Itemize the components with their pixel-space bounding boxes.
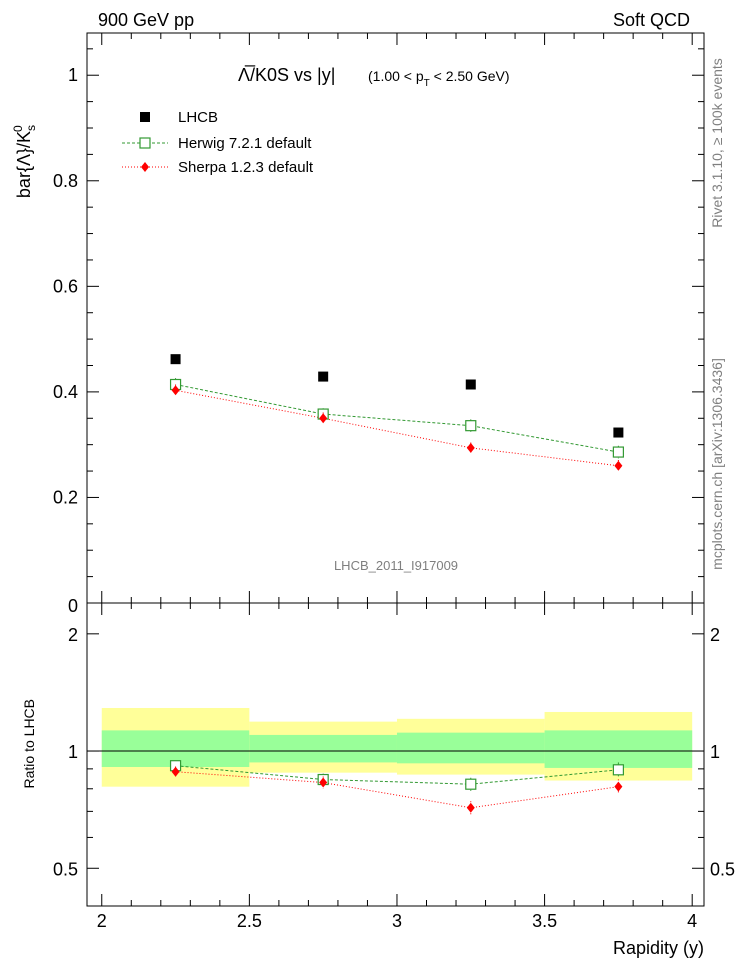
main-marks — [169, 354, 624, 472]
main-ylabel-text: bar{Λ}/K — [14, 131, 34, 198]
ratio-sherpa-point — [466, 802, 475, 813]
main-ytick-label: 0.2 — [53, 487, 78, 507]
ratio-sherpa-point — [614, 781, 623, 792]
ratio-sherpa-point — [319, 777, 328, 788]
lhcb-point — [465, 379, 476, 390]
main-ytick-label: 1 — [68, 65, 78, 85]
legend-label-lhcb: LHCB — [178, 109, 218, 126]
legend-marker-herwig — [139, 137, 151, 149]
main-ytick-label: 0.4 — [53, 382, 78, 402]
ratio-ytick-label-right: 0.5 — [710, 859, 735, 879]
lhcb-point — [613, 427, 624, 438]
main-ylabel-sup: 0 — [11, 125, 25, 132]
rivet-label: Rivet 3.1.10, ≥ 100k events — [709, 58, 725, 228]
ratio-band-stat — [544, 730, 693, 768]
main-bottom-cut-label: 0 — [68, 596, 78, 616]
ratio-ytick-label-right: 2 — [710, 625, 720, 645]
ratio-band-stat — [249, 734, 397, 763]
xtick-labels: 2 2.5 3 3.5 4 — [97, 911, 697, 931]
lhcb-point — [170, 354, 181, 365]
ratio-frame — [86, 602, 705, 907]
sherpa-point — [171, 385, 180, 396]
sherpa-point — [466, 442, 475, 453]
ratio-ytick-labels: 0.5 0.5 1 1 2 2 — [53, 625, 735, 879]
legend-label-herwig: Herwig 7.2.1 default — [178, 135, 312, 152]
herwig-line — [175, 384, 619, 453]
xtick-label: 3 — [392, 911, 402, 931]
analysis-label: LHCB_2011_I917009 — [334, 558, 458, 573]
ratio-ticks — [87, 603, 704, 907]
ratio-herwig-point — [465, 778, 477, 790]
herwig-point — [465, 420, 477, 432]
main-ylabel: bar{Λ}/Ks0 — [11, 125, 38, 198]
ratio-ytick-label-left: 1 — [68, 742, 78, 762]
sherpa-point — [319, 413, 328, 424]
xlabel: Rapidity (y) — [613, 938, 704, 958]
legend: LHCB Herwig 7.2.1 default Sherpa 1.2.3 d… — [122, 109, 314, 176]
ratio-sherpa-line — [175, 771, 619, 809]
main-ytick-label: 0.6 — [53, 276, 78, 296]
lhcb-point — [318, 371, 329, 382]
legend-marker-lhcb — [140, 112, 150, 122]
ratio-panel: 0.5 0.5 1 1 2 2 2 2.5 3 3.5 4 Ratio to LHCB Rapid… — [21, 602, 735, 958]
ratio-ytick-label-left: 0.5 — [53, 859, 78, 879]
sherpa-line — [175, 389, 619, 467]
ratio-herwig-point — [612, 764, 624, 776]
main-title: Λ̅/K0S vs |y| — [238, 65, 335, 85]
main-panel: 0.2 0.4 0.6 0.8 1 Λ̅/K0S vs |y| (1.00 < pT <… — [11, 32, 705, 616]
xtick-label: 2.5 — [237, 911, 262, 931]
xtick-label: 2 — [97, 911, 107, 931]
xtick-label: 4 — [687, 911, 697, 931]
ratio-sherpa-point — [171, 766, 180, 777]
ratio-marks — [169, 760, 624, 815]
ratio-ytick-label-right: 1 — [710, 742, 720, 762]
ratio-ylabel: Ratio to LHCB — [21, 699, 37, 788]
ratio-band-stat — [396, 732, 545, 764]
xtick-label: 3.5 — [532, 911, 557, 931]
herwig-point — [612, 446, 624, 458]
main-ytick-labels: 0.2 0.4 0.6 0.8 1 — [53, 65, 78, 507]
main-ytick-label: 0.8 — [53, 171, 78, 191]
ratio-ytick-label-left: 2 — [68, 625, 78, 645]
main-title-sub-a: (1.00 < p — [368, 68, 424, 84]
legend-label-sherpa: Sherpa 1.2.3 default — [178, 159, 314, 176]
header-right: Soft QCD — [613, 10, 690, 30]
ratio-bands — [87, 707, 704, 787]
main-title-sub: (1.00 < pT < 2.50 GeV) — [368, 68, 510, 89]
main-ticks — [87, 33, 704, 604]
main-title-sub-sub: T — [424, 78, 430, 89]
main-title-sub-end: < 2.50 GeV) — [430, 68, 510, 84]
legend-marker-sherpa — [141, 162, 149, 172]
mcplots-label: mcplots.cern.ch [arXiv:1306.3436] — [709, 358, 725, 570]
ratio-herwig-line — [175, 765, 619, 785]
main-ylabel-sub: s — [24, 125, 38, 131]
sherpa-point — [614, 460, 623, 471]
header-left: 900 GeV pp — [98, 10, 194, 30]
